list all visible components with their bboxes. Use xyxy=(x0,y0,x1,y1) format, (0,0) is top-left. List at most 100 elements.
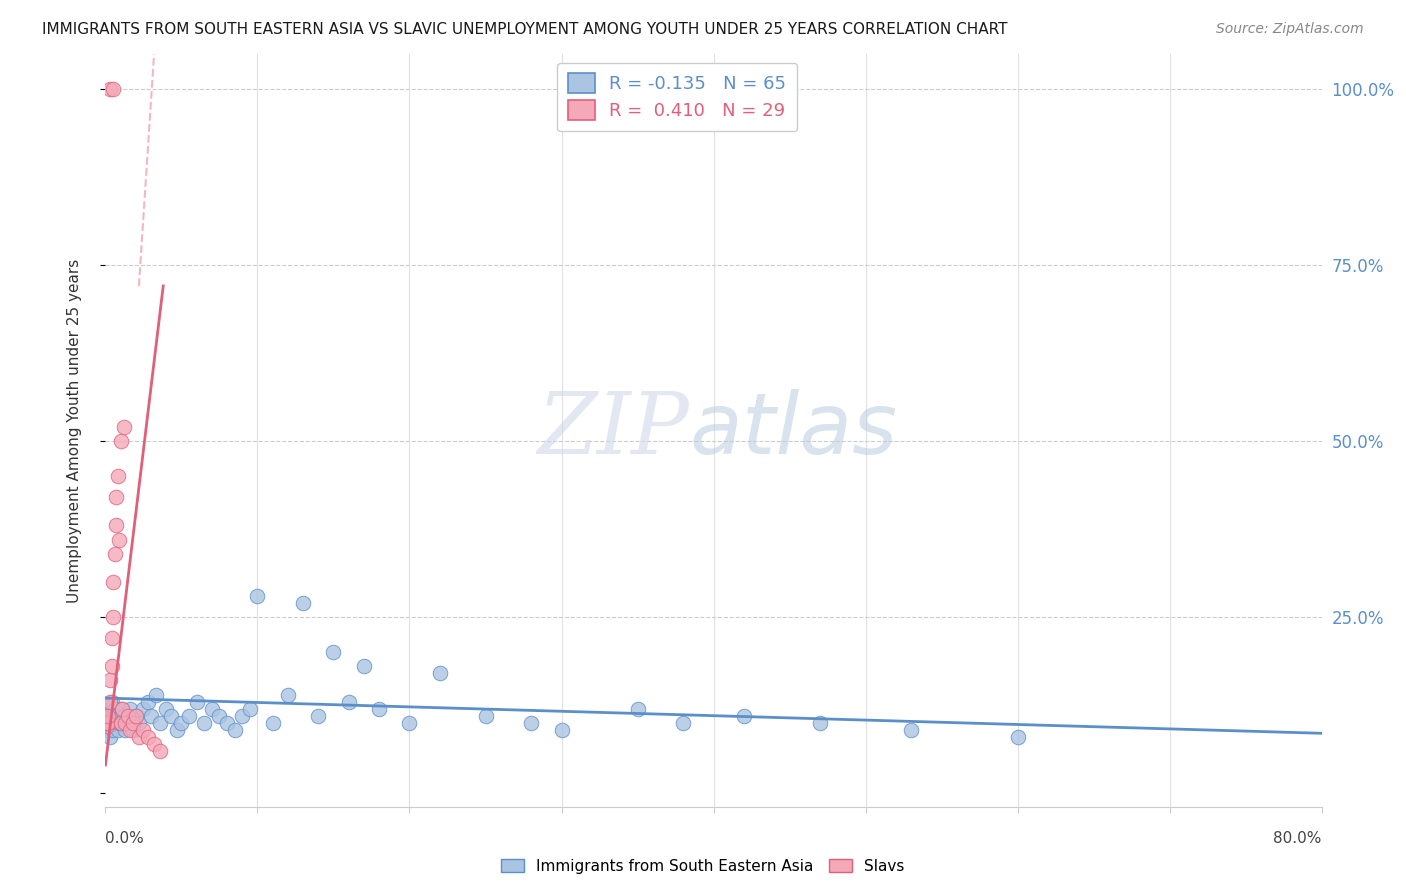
Text: 80.0%: 80.0% xyxy=(1274,831,1322,846)
Point xyxy=(96,715,118,730)
Point xyxy=(100,659,122,673)
Text: Source: ZipAtlas.com: Source: ZipAtlas.com xyxy=(1216,22,1364,37)
Point xyxy=(105,518,128,533)
Point xyxy=(111,701,134,715)
Point xyxy=(103,715,125,730)
Point xyxy=(672,715,695,730)
Point xyxy=(193,715,215,730)
Point xyxy=(217,715,239,730)
Point xyxy=(132,701,155,715)
Point xyxy=(398,715,420,730)
Point xyxy=(107,723,129,737)
Y-axis label: Unemployment Among Youth under 25 years: Unemployment Among Youth under 25 years xyxy=(67,259,82,602)
Point xyxy=(520,715,543,730)
Point xyxy=(97,715,120,730)
Point xyxy=(201,701,224,715)
Point xyxy=(100,695,122,709)
Point xyxy=(118,701,141,715)
Point xyxy=(307,708,329,723)
Point xyxy=(107,469,129,483)
Point xyxy=(145,688,167,702)
Point xyxy=(97,708,120,723)
Legend: Immigrants from South Eastern Asia, Slavs: Immigrants from South Eastern Asia, Slav… xyxy=(495,853,911,880)
Point xyxy=(105,708,128,723)
Point xyxy=(149,715,172,730)
Point xyxy=(98,695,121,709)
Legend: R = -0.135   N = 65, R =  0.410   N = 29: R = -0.135 N = 65, R = 0.410 N = 29 xyxy=(557,62,797,131)
Point xyxy=(110,708,132,723)
Point xyxy=(98,730,121,744)
Point xyxy=(128,715,150,730)
Point xyxy=(626,701,648,715)
Point xyxy=(186,695,208,709)
Point xyxy=(101,81,124,95)
Point xyxy=(97,723,120,737)
Text: ZIP: ZIP xyxy=(537,389,689,472)
Point xyxy=(108,533,131,547)
Point xyxy=(159,708,181,723)
Point xyxy=(98,701,121,715)
Point xyxy=(224,723,246,737)
Point xyxy=(118,723,141,737)
Point xyxy=(1007,730,1029,744)
Point xyxy=(132,723,155,737)
Point xyxy=(155,701,177,715)
Point xyxy=(117,708,139,723)
Point xyxy=(808,715,831,730)
Point xyxy=(112,708,135,723)
Point xyxy=(139,708,162,723)
Point xyxy=(121,715,143,730)
Point xyxy=(368,701,391,715)
Point xyxy=(111,701,134,715)
Point xyxy=(900,723,922,737)
Text: 0.0%: 0.0% xyxy=(105,831,145,846)
Point xyxy=(115,715,138,730)
Point xyxy=(208,708,231,723)
Point xyxy=(100,631,122,645)
Point xyxy=(103,547,125,561)
Point xyxy=(97,708,120,723)
Point xyxy=(108,715,131,730)
Point xyxy=(292,596,315,610)
Point xyxy=(105,491,128,505)
Point xyxy=(733,708,755,723)
Point xyxy=(114,723,136,737)
Point xyxy=(277,688,299,702)
Point xyxy=(125,708,148,723)
Point xyxy=(262,715,284,730)
Point xyxy=(550,723,572,737)
Point xyxy=(322,645,344,659)
Point xyxy=(125,708,148,723)
Point xyxy=(246,589,269,603)
Point xyxy=(101,610,124,624)
Point xyxy=(98,81,121,95)
Point xyxy=(170,715,193,730)
Point xyxy=(128,730,150,744)
Point xyxy=(149,744,172,758)
Point xyxy=(166,723,188,737)
Point xyxy=(136,730,159,744)
Point xyxy=(136,695,159,709)
Point xyxy=(239,701,262,715)
Point xyxy=(110,715,132,730)
Point xyxy=(105,715,128,730)
Point xyxy=(231,708,253,723)
Point xyxy=(98,673,121,688)
Point xyxy=(429,666,451,681)
Text: atlas: atlas xyxy=(689,389,897,472)
Point xyxy=(110,434,132,448)
Point xyxy=(103,701,125,715)
Text: IMMIGRANTS FROM SOUTH EASTERN ASIA VS SLAVIC UNEMPLOYMENT AMONG YOUTH UNDER 25 Y: IMMIGRANTS FROM SOUTH EASTERN ASIA VS SL… xyxy=(42,22,1008,37)
Point xyxy=(96,715,118,730)
Point xyxy=(100,715,122,730)
Point xyxy=(96,719,118,733)
Point xyxy=(120,715,142,730)
Point xyxy=(110,715,132,730)
Point xyxy=(101,574,124,589)
Point xyxy=(101,708,124,723)
Point xyxy=(114,715,136,730)
Point xyxy=(117,708,139,723)
Point xyxy=(177,708,200,723)
Point xyxy=(353,659,375,673)
Point xyxy=(101,723,124,737)
